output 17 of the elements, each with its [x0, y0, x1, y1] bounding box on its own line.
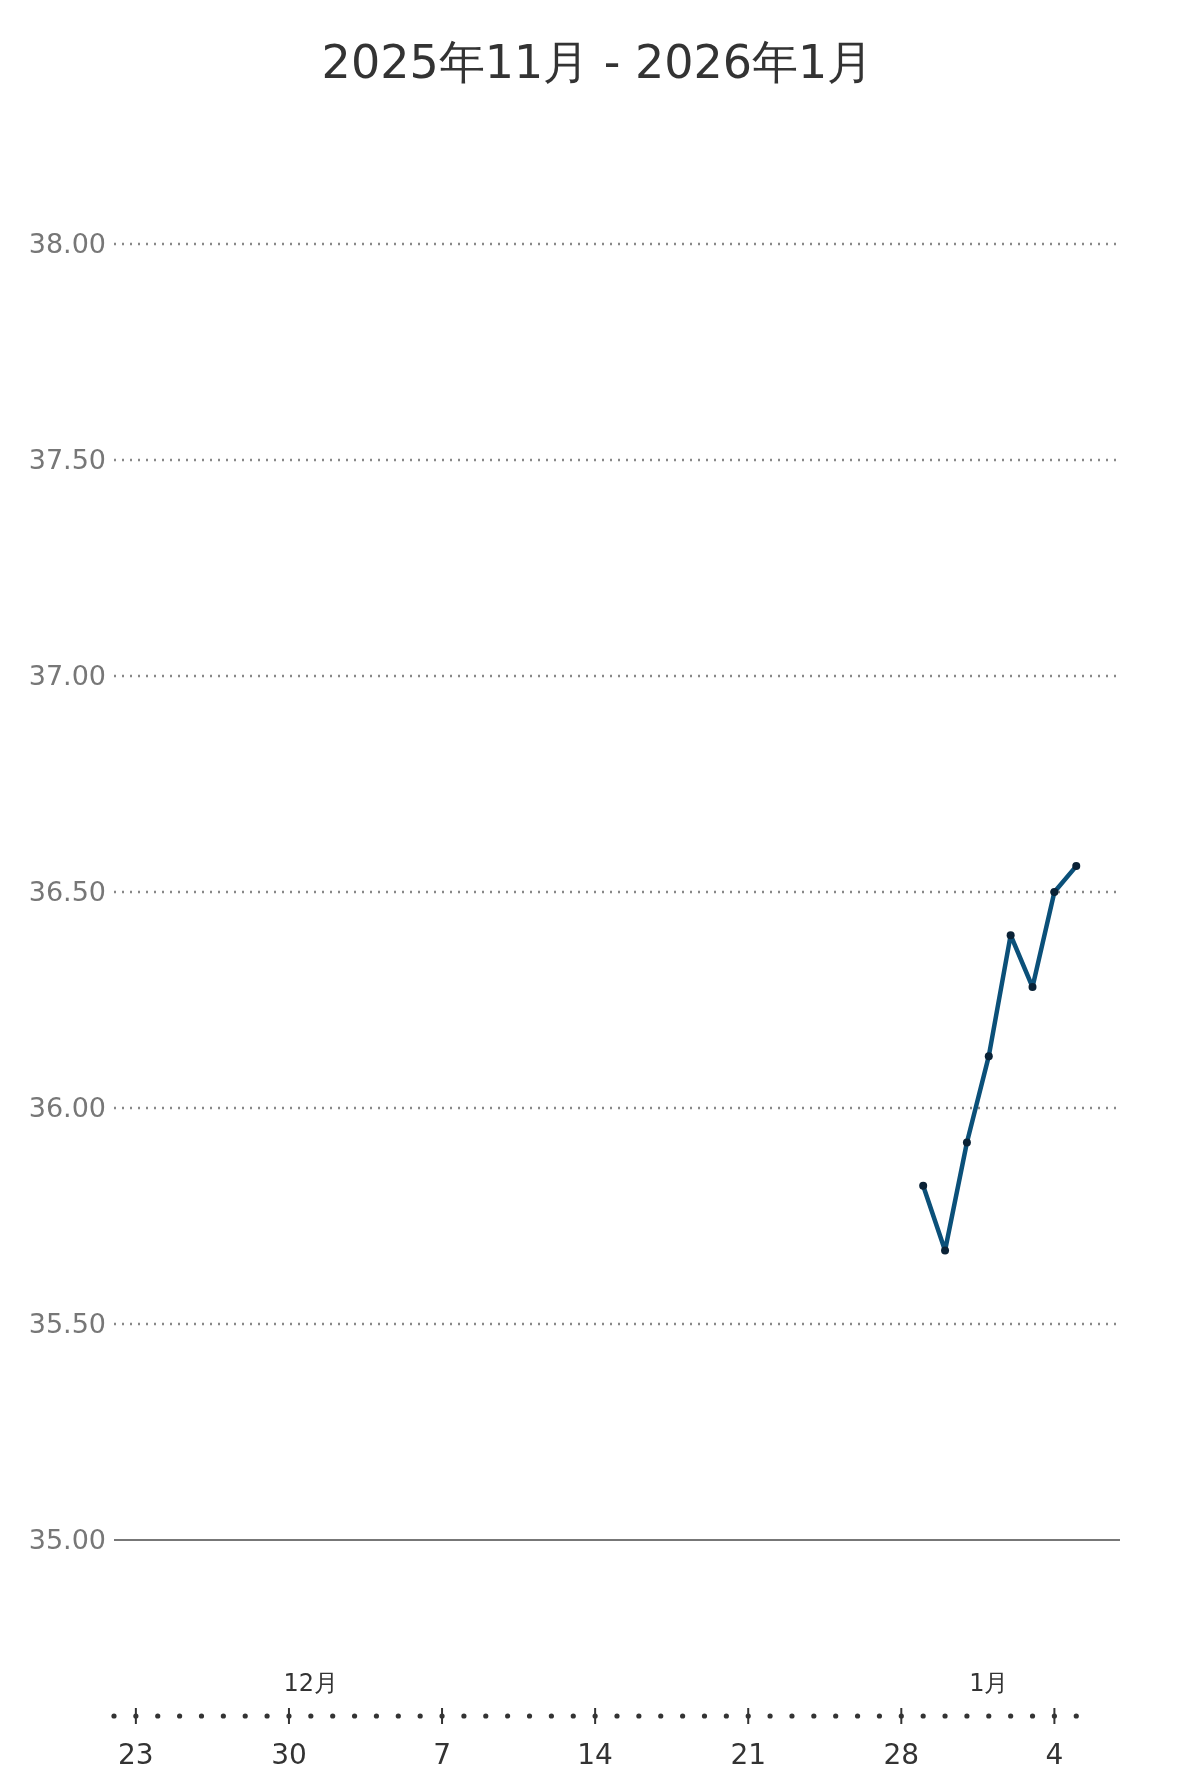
x-tick-label: 30 — [271, 1738, 307, 1771]
y-tick-label: 36.00 — [28, 1092, 106, 1123]
x2-tick-label: 12月 — [283, 1669, 339, 1697]
x2-tick-label: 1月 — [969, 1669, 1009, 1697]
x-tick-label: 7 — [433, 1738, 451, 1771]
x-tick-label: 4 — [1045, 1738, 1064, 1771]
chart-title: 2025年11月 - 2026年1月 — [321, 35, 874, 89]
y-tick-label: 38.00 — [28, 228, 106, 259]
x-tick-label: 14 — [577, 1738, 613, 1771]
y-tick-label: 35.00 — [28, 1524, 106, 1555]
x-tick-label: 28 — [883, 1738, 920, 1771]
y-tick-label: 35.50 — [28, 1308, 106, 1339]
x-tick-label: 21 — [730, 1738, 767, 1771]
y-tick-label: 36.50 — [28, 876, 106, 907]
y-tick-label: 37.50 — [28, 444, 106, 475]
x-tick-label: 23 — [118, 1738, 154, 1771]
y-tick-label: 37.00 — [28, 660, 106, 691]
